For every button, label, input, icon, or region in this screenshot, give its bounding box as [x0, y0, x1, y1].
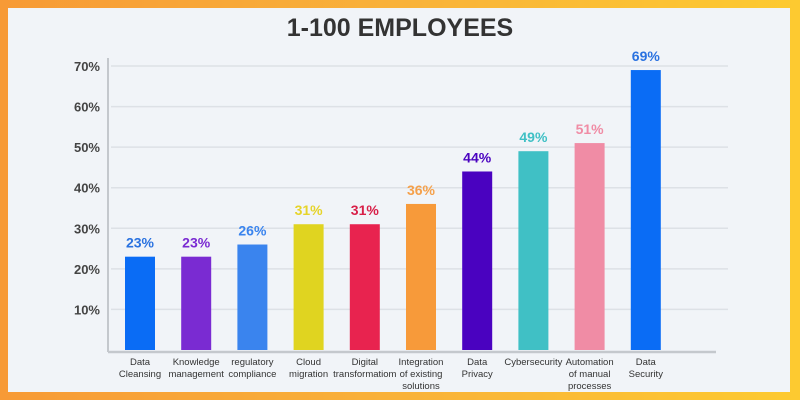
- x-tick-label: transformatiom: [333, 369, 396, 380]
- y-tick-label: 50%: [74, 140, 100, 155]
- data-label: 31%: [295, 202, 324, 218]
- x-tick-label: of existing: [400, 369, 443, 380]
- x-tick-label: Privacy: [462, 369, 493, 380]
- x-tick-label: Digital: [352, 357, 378, 368]
- x-tick-label: solutions: [402, 381, 440, 392]
- data-label: 23%: [182, 235, 211, 251]
- bar: [462, 171, 493, 350]
- x-tick-label: Cybersecurity: [504, 357, 562, 368]
- data-label: 44%: [463, 149, 492, 165]
- bar: [181, 256, 212, 350]
- y-tick-label: 30%: [74, 221, 100, 236]
- x-tick-label: management: [168, 369, 224, 380]
- x-tick-label: Data: [467, 357, 488, 368]
- data-label: 23%: [126, 235, 155, 251]
- data-label: 69%: [632, 48, 661, 64]
- bar: [630, 70, 661, 351]
- bar: [293, 224, 324, 350]
- bar: [406, 203, 436, 350]
- x-tick-label: Automation: [566, 357, 614, 368]
- data-label: 49%: [519, 129, 548, 145]
- x-tick-label: Data: [130, 357, 151, 368]
- x-tick-label: migration: [289, 369, 328, 380]
- x-tick-label: regulatory: [231, 357, 273, 368]
- x-tick-label: of manual: [569, 369, 611, 380]
- x-tick-label: Cleansing: [119, 369, 161, 380]
- y-tick-label: 40%: [74, 181, 100, 196]
- bar: [518, 151, 549, 350]
- x-tick-label: processes: [568, 381, 612, 392]
- x-tick-label: Data: [636, 357, 657, 368]
- data-label: 51%: [576, 121, 605, 137]
- y-tick-label: 10%: [74, 302, 100, 317]
- data-label: 31%: [351, 202, 380, 218]
- x-tick-label: Integration: [399, 357, 444, 368]
- data-label: 36%: [407, 182, 436, 198]
- data-label: 26%: [238, 223, 267, 239]
- x-tick-label: Knowledge: [173, 357, 220, 368]
- y-tick-label: 70%: [74, 59, 100, 74]
- x-tick-label: Security: [629, 369, 664, 380]
- y-tick-label: 60%: [74, 100, 100, 115]
- bar: [349, 224, 380, 350]
- bar: [574, 143, 605, 350]
- chart-title: 1-100 EMPLOYEES: [286, 14, 514, 42]
- bar: [237, 244, 268, 350]
- y-tick-label: 20%: [74, 262, 100, 277]
- x-tick-label: compliance: [228, 369, 276, 380]
- bar: [125, 256, 155, 350]
- x-tick-label: Cloud: [296, 357, 321, 368]
